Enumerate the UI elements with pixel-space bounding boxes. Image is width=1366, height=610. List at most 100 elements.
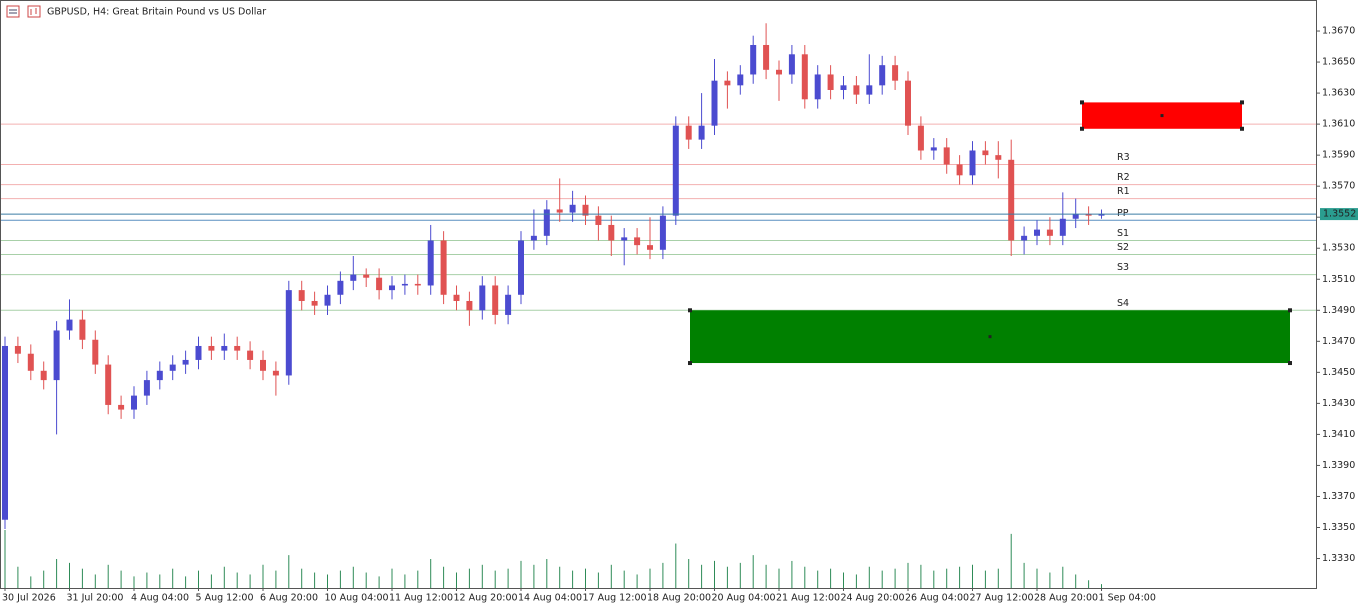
candle-body <box>969 150 976 176</box>
x-tick-label: 6 Aug 20:00 <box>260 593 318 604</box>
zone-handle <box>688 308 692 313</box>
candle-body <box>208 345 215 351</box>
y-tick-label: 1.3330 <box>1322 553 1355 564</box>
pivot-label: R3 <box>1117 152 1130 163</box>
candle-body <box>879 65 886 86</box>
pivot-label: S3 <box>1117 262 1129 273</box>
y-tick-label: 1.3490 <box>1322 305 1355 316</box>
pivot-label: PP <box>1117 208 1129 219</box>
last-price-label: 1.3552 <box>1323 209 1356 220</box>
candle-body <box>66 319 73 331</box>
candle-body <box>956 164 963 176</box>
zone-center <box>988 335 992 339</box>
x-tick-label: 20 Aug 04:00 <box>712 593 776 604</box>
x-tick-label: 12 Aug 20:00 <box>454 593 518 604</box>
zone-handle <box>1240 100 1244 105</box>
candle-body <box>582 204 589 216</box>
candle-body <box>131 395 137 410</box>
candle-body <box>659 215 666 250</box>
candle-body <box>53 330 60 381</box>
candle-body <box>1021 235 1028 241</box>
pivot-label: R2 <box>1117 172 1130 183</box>
candle-body <box>105 364 112 405</box>
candle-body <box>1008 159 1015 241</box>
x-tick-label: 14 Aug 04:00 <box>518 593 582 604</box>
y-tick-label: 1.3410 <box>1322 429 1355 440</box>
candle-body <box>1098 214 1105 216</box>
candle-body <box>466 300 473 311</box>
candle-body <box>14 345 21 354</box>
candle-body <box>337 280 344 295</box>
candle-body <box>943 147 950 165</box>
pivot-label: S2 <box>1117 242 1129 253</box>
candle-body <box>595 215 602 225</box>
candle-body <box>324 294 331 306</box>
candle-body <box>285 290 292 376</box>
icon <box>6 5 20 18</box>
candle-body <box>776 69 782 75</box>
candle-body <box>1085 214 1092 216</box>
candle-body <box>479 285 486 311</box>
candle-body <box>982 150 989 156</box>
x-tick-label: 10 Aug 04:00 <box>325 593 389 604</box>
candle-body <box>1034 229 1040 236</box>
candle-body <box>414 283 421 286</box>
y-tick-label: 1.3470 <box>1322 336 1355 347</box>
candle-body <box>788 54 795 75</box>
y-tick-label: 1.3510 <box>1322 274 1355 285</box>
candle-body <box>247 350 254 360</box>
y-tick-label: 1.3370 <box>1322 491 1355 502</box>
candle-body <box>492 285 499 315</box>
y-tick-label: 1.3650 <box>1322 57 1355 68</box>
candle-body <box>453 294 460 301</box>
candle-body <box>311 300 318 306</box>
y-tick-label: 1.3590 <box>1322 150 1355 161</box>
pivot-label: R1 <box>1117 186 1130 197</box>
x-tick-label: 21 Aug 12:00 <box>776 593 840 604</box>
candle-body <box>750 44 757 75</box>
candle-body <box>647 245 653 250</box>
candle-body <box>724 80 731 86</box>
candle-body <box>350 274 357 281</box>
zone-handle <box>1288 361 1292 366</box>
x-tick-label: 11 Aug 12:00 <box>389 593 453 604</box>
candle-body <box>698 125 705 140</box>
candle-body <box>827 74 834 90</box>
y-tick-label: 1.3430 <box>1322 398 1355 409</box>
candle-body <box>272 370 279 376</box>
x-tick-label: 18 Aug 20:00 <box>647 593 711 604</box>
y-tick-label: 1.3610 <box>1322 119 1355 130</box>
candle-body <box>440 240 447 295</box>
candle-body <box>118 404 125 410</box>
candle-body <box>1072 214 1079 219</box>
candle-body <box>195 345 202 360</box>
candle-body <box>518 240 524 295</box>
last-price-box <box>1320 208 1358 221</box>
y-tick-label: 1.3630 <box>1322 88 1355 99</box>
zone-handle <box>1080 100 1084 105</box>
candle-body <box>298 290 305 301</box>
candle-body <box>234 345 241 351</box>
candle-body <box>156 370 163 381</box>
x-tick-label: 17 Aug 12:00 <box>583 593 647 604</box>
candle-body <box>1059 218 1066 236</box>
candle-body <box>530 235 537 241</box>
candle-body <box>260 359 266 371</box>
x-tick-label: 1 Sep 04:00 <box>1099 593 1156 604</box>
y-tick-label: 1.3390 <box>1322 460 1355 471</box>
x-tick-label: 27 Aug 12:00 <box>970 593 1034 604</box>
zone-handle <box>1288 308 1292 313</box>
x-tick-label: 31 Jul 20:00 <box>67 593 124 604</box>
candle-body <box>1046 229 1053 236</box>
candle-body <box>995 155 1002 160</box>
candle-body <box>917 125 924 151</box>
candle-body <box>182 359 189 365</box>
x-tick-label: 30 Jul 2026 <box>2 593 56 604</box>
candle-body <box>556 209 563 213</box>
candle-body <box>814 74 821 100</box>
pivot-label: S1 <box>1117 228 1129 239</box>
x-tick-label: 28 Aug 20:00 <box>1034 593 1098 604</box>
x-tick-label: 4 Aug 04:00 <box>131 593 189 604</box>
candle-body <box>2 345 8 520</box>
icon <box>27 5 41 18</box>
